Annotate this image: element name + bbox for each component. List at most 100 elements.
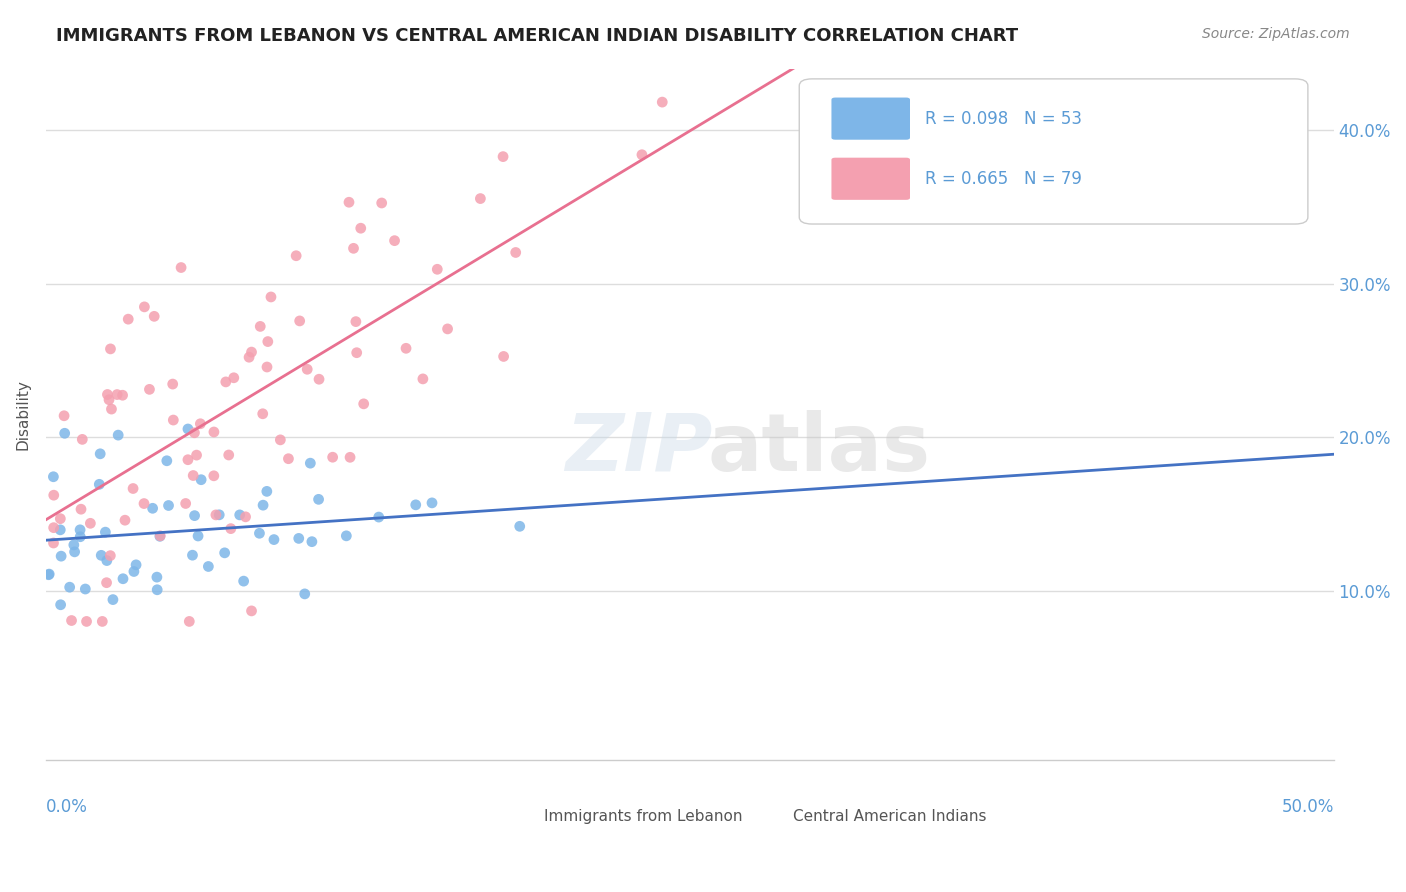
Point [96,553,118,567]
Point [49,549,72,563]
Point [63,545,86,559]
Point [111,572,134,586]
Point [249,526,271,541]
Point [256,484,278,499]
Point [69,530,91,544]
Point [308,492,330,507]
Point [149,529,172,543]
Point [370,196,392,211]
Point [256,334,278,349]
Point [117,312,139,326]
Point [346,345,368,359]
Point [49,511,72,525]
Point [96,575,118,590]
Point [146,582,169,597]
Point [100,402,122,417]
Point [72,433,94,447]
Point [49,523,72,537]
Text: 0.0%: 0.0% [46,797,87,815]
Point [183,425,205,440]
Text: R = 0.098   N = 53: R = 0.098 N = 53 [925,110,1083,128]
Point [492,150,515,164]
Point [190,417,212,431]
Point [63,538,86,552]
Text: ZIP: ZIP [565,409,711,488]
Point [70,502,93,516]
Point [202,425,225,439]
Point [79,516,101,531]
Point [156,454,179,468]
Point [308,372,330,386]
Point [59,580,82,594]
Point [60,614,83,628]
Point [367,510,389,524]
Point [186,448,208,462]
Point [75,582,97,596]
Y-axis label: Disability: Disability [15,378,30,450]
Point [294,587,316,601]
Point [287,532,309,546]
Point [235,509,257,524]
Point [240,345,263,359]
Point [162,377,184,392]
Point [76,615,98,629]
Point [105,387,128,401]
Point [631,147,654,161]
FancyBboxPatch shape [501,801,538,830]
Point [384,234,406,248]
Point [114,513,136,527]
Point [146,570,169,584]
Text: Source: ZipAtlas.com: Source: ZipAtlas.com [1202,27,1350,41]
Point [42,488,65,502]
Point [49,598,72,612]
Point [405,498,427,512]
Point [509,519,531,533]
Point [179,615,201,629]
Point [260,290,283,304]
Text: IMMIGRANTS FROM LEBANON VS CENTRAL AMERICAN INDIAN DISABILITY CORRELATION CHART: IMMIGRANTS FROM LEBANON VS CENTRAL AMERI… [56,27,1018,45]
Point [143,310,166,324]
Point [149,529,172,543]
Text: Central American Indians: Central American Indians [793,809,987,824]
Point [232,574,254,588]
Point [122,565,145,579]
Text: R = 0.665   N = 79: R = 0.665 N = 79 [925,170,1083,188]
Point [125,558,148,572]
FancyBboxPatch shape [831,158,910,200]
Point [651,95,673,109]
Point [297,362,319,376]
Point [183,508,205,523]
Point [42,521,65,535]
Point [42,536,65,550]
Point [38,567,60,582]
Point [202,468,225,483]
Point [205,508,228,522]
Point [94,525,117,540]
Point [252,407,274,421]
Point [162,413,184,427]
FancyBboxPatch shape [831,97,910,140]
Point [350,221,373,235]
Point [395,341,418,355]
Point [170,260,193,275]
Point [219,522,242,536]
Point [222,371,245,385]
Point [177,422,200,436]
Point [134,300,156,314]
Point [187,529,209,543]
Point [96,387,118,401]
Point [263,533,285,547]
Point [301,534,323,549]
Point [142,501,165,516]
Point [157,499,180,513]
Point [420,496,443,510]
Point [190,473,212,487]
FancyBboxPatch shape [749,801,786,830]
Point [228,508,250,522]
Point [288,314,311,328]
Point [53,409,76,423]
Point [436,322,458,336]
Point [132,497,155,511]
Point [100,342,122,356]
Point [107,428,129,442]
